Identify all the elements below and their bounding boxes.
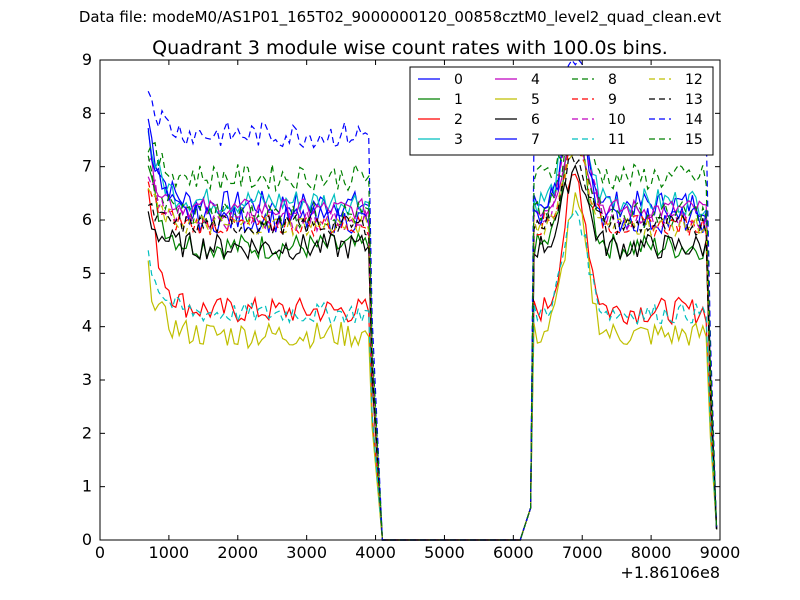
x-tick-label: 6000 xyxy=(493,543,534,562)
legend-label-12: 12 xyxy=(685,72,703,88)
series-line-1 xyxy=(147,137,718,541)
y-tick-label: 3 xyxy=(82,370,92,389)
legend-label-13: 13 xyxy=(685,92,703,108)
legend-label-15: 15 xyxy=(685,132,703,148)
series-line-12 xyxy=(147,139,718,541)
y-tick-label: 2 xyxy=(82,423,92,442)
y-tick-label: 6 xyxy=(82,210,92,229)
y-tick-label: 4 xyxy=(82,317,92,336)
series-line-8 xyxy=(147,115,718,541)
x-axis: 0 1000 2000 3000 4000 5000 6000 7000 8000 9000 xyxy=(95,60,740,562)
x-tick-label: 9000 xyxy=(700,543,741,562)
series-line-13 xyxy=(147,154,718,541)
legend-label-8: 8 xyxy=(608,72,617,88)
x-tick-label: 2000 xyxy=(217,543,258,562)
data-file-title: Data file: modeM0/AS1P01_165T02_90000001… xyxy=(78,8,722,26)
series-line-15 xyxy=(147,110,718,541)
legend-label-9: 9 xyxy=(608,92,617,108)
x-tick-label: 8000 xyxy=(631,543,672,562)
x-tick-label: 5000 xyxy=(424,543,465,562)
x-offset-label: +1.86106e8 xyxy=(620,563,720,582)
x-tick-label: 4000 xyxy=(355,543,396,562)
legend-label-3: 3 xyxy=(454,132,463,148)
legend-label-4: 4 xyxy=(531,72,540,88)
series-line-5 xyxy=(147,192,718,541)
series-line-4 xyxy=(147,126,718,541)
y-tick-label: 7 xyxy=(82,157,92,176)
legend-label-11: 11 xyxy=(608,132,626,148)
x-tick-label: 1000 xyxy=(149,543,190,562)
series-line-0 xyxy=(147,97,718,541)
legend-label-5: 5 xyxy=(531,92,540,108)
chart-title: Quadrant 3 module wise count rates with … xyxy=(152,37,668,59)
x-tick-label: 7000 xyxy=(562,543,603,562)
legend-label-0: 0 xyxy=(454,72,463,88)
series-line-10 xyxy=(147,96,718,541)
series-line-11 xyxy=(147,209,718,541)
x-tick-label: 3000 xyxy=(286,543,327,562)
legend-label-14: 14 xyxy=(685,112,703,128)
legend-label-7: 7 xyxy=(531,132,540,148)
y-tick-label: 8 xyxy=(82,103,92,122)
plot-frame xyxy=(99,59,721,541)
legend-label-6: 6 xyxy=(531,112,540,128)
y-tick-label: 5 xyxy=(82,263,92,282)
y-tick-label: 1 xyxy=(82,477,92,496)
legend-label-2: 2 xyxy=(454,112,463,128)
legend-label-10: 10 xyxy=(608,112,626,128)
y-tick-label: 0 xyxy=(82,530,92,549)
legend-box xyxy=(409,66,714,156)
y-tick-label: 9 xyxy=(82,50,92,69)
legend-label-1: 1 xyxy=(454,92,463,108)
x-tick-label: 0 xyxy=(95,543,105,562)
series-line-3 xyxy=(147,94,718,541)
series-line-6 xyxy=(147,163,718,541)
